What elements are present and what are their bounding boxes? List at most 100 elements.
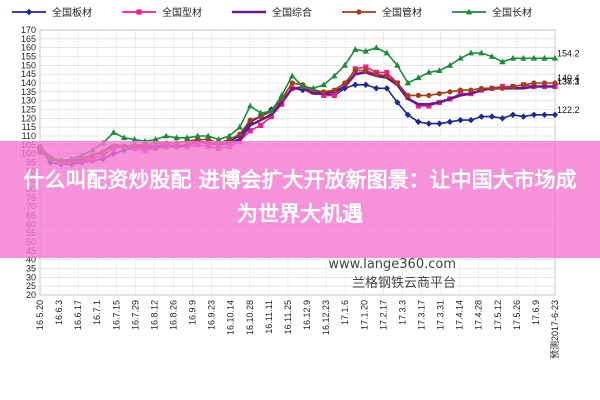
y-tick-label: 110 <box>22 131 36 141</box>
x-tick-label: 17.5.12 <box>493 300 503 330</box>
data-point <box>520 82 527 88</box>
x-tick-label: 17.2.17 <box>378 300 388 330</box>
x-tick-label: 16.9.9 <box>188 300 198 325</box>
data-point <box>394 80 400 86</box>
x-tick-label: 17.5.26 <box>512 300 522 330</box>
x-tick-label: 16.6.17 <box>73 300 83 330</box>
data-point <box>383 85 391 92</box>
data-point <box>258 122 264 128</box>
data-point <box>489 85 495 91</box>
legend-marker <box>465 8 473 15</box>
data-point <box>499 115 506 122</box>
data-point <box>436 120 443 127</box>
data-point <box>509 54 517 61</box>
data-point <box>320 81 327 88</box>
promo-banner[interactable]: 什么叫配资炒股配 进博会扩大开放新图景：让中国大市场成为世界大机遇 <box>0 141 600 258</box>
data-point <box>551 54 559 61</box>
data-point <box>331 92 337 98</box>
x-tick-label: 16.8.26 <box>169 300 179 330</box>
banner-title[interactable]: 什么叫配资炒股配 进博会扩大开放新图景：让中国大市场成为世界大机遇 <box>23 168 577 226</box>
end-value-label: 122.2 <box>557 105 580 115</box>
legend: 全国板材 全国型材 全国综合 全国管材 全国长材 <box>12 6 532 19</box>
data-point <box>331 72 338 79</box>
data-point <box>299 83 306 89</box>
y-tick-label: 135 <box>21 87 36 97</box>
y-tick-label: 125 <box>21 105 36 115</box>
legend-label: 全国长材 <box>492 6 532 19</box>
legend-label: 全国型材 <box>162 6 202 19</box>
data-point <box>373 44 380 51</box>
data-point <box>510 83 516 90</box>
end-value-label: 138.3 <box>557 77 580 87</box>
x-axis: 16.5.20 16.6.3 16.6.17 16.7.1 16.7.15 16.7.29… <box>35 300 560 359</box>
watermark-brand: 兰格钢铁云商平台 <box>352 275 456 291</box>
data-point <box>321 89 327 95</box>
x-tick-label: 16.10.14 <box>226 300 236 335</box>
data-point <box>488 113 496 120</box>
y-tick-label: 40 <box>26 255 36 265</box>
data-point <box>478 49 485 56</box>
data-point <box>247 128 253 134</box>
legend-label: 全国板材 <box>52 6 92 19</box>
data-point <box>120 134 128 141</box>
data-point <box>363 64 369 70</box>
x-tick-label: 16.7.29 <box>130 300 140 330</box>
x-tick-label: 16.12.23 <box>321 300 331 335</box>
data-point <box>278 91 285 98</box>
legend-label: 全国管材 <box>382 6 422 19</box>
data-point <box>457 116 464 124</box>
data-point <box>373 71 379 77</box>
data-point <box>478 85 485 91</box>
x-tick-label: 16.7.15 <box>111 300 121 330</box>
data-point <box>467 116 475 124</box>
legend-marker <box>136 9 142 15</box>
x-tick-label: 17.3.17 <box>416 300 426 330</box>
data-point <box>425 120 433 127</box>
legend-marker <box>356 9 362 15</box>
data-point <box>342 80 348 86</box>
data-point <box>405 92 411 98</box>
data-point <box>404 79 412 86</box>
watermark: www.lange360.com 兰格钢铁云商平台 <box>328 257 456 291</box>
y-tick-label: 115 <box>22 122 36 132</box>
data-point <box>426 92 432 98</box>
data-point <box>247 102 254 109</box>
data-point <box>352 68 358 74</box>
data-point <box>425 69 433 75</box>
y-tick-label: 170 <box>21 25 36 35</box>
data-point <box>236 123 243 130</box>
data-point <box>384 73 390 79</box>
data-point <box>110 129 117 135</box>
data-point <box>520 54 527 61</box>
data-point <box>478 113 485 120</box>
data-point <box>152 136 159 142</box>
x-tick-label: 16.10.28 <box>245 300 255 335</box>
end-value-label: 137.1 <box>557 77 580 87</box>
data-point <box>289 80 295 86</box>
data-point <box>426 103 432 109</box>
data-point <box>530 111 538 118</box>
x-tick-label: 17.3.3 <box>397 300 407 325</box>
data-point <box>204 132 212 139</box>
y-tick-label: 145 <box>21 69 36 79</box>
data-point <box>457 54 464 61</box>
data-point <box>436 67 443 74</box>
data-point <box>447 89 453 95</box>
data-point <box>541 111 548 118</box>
y-tick-label: 160 <box>21 43 36 53</box>
data-point <box>394 99 401 106</box>
data-point <box>225 132 233 139</box>
data-point <box>446 118 454 126</box>
data-point <box>289 72 296 79</box>
x-tick-label: 17.3.31 <box>436 300 446 330</box>
data-point <box>321 92 327 98</box>
y-tick-label: 120 <box>21 113 36 123</box>
data-point <box>383 49 391 56</box>
x-tick-label: 16.12.9 <box>302 300 312 330</box>
y-tick-label: 35 <box>26 264 36 274</box>
data-point <box>363 68 369 74</box>
y-tick-label: 165 <box>21 34 36 44</box>
data-point <box>341 61 348 68</box>
data-point <box>268 107 275 114</box>
